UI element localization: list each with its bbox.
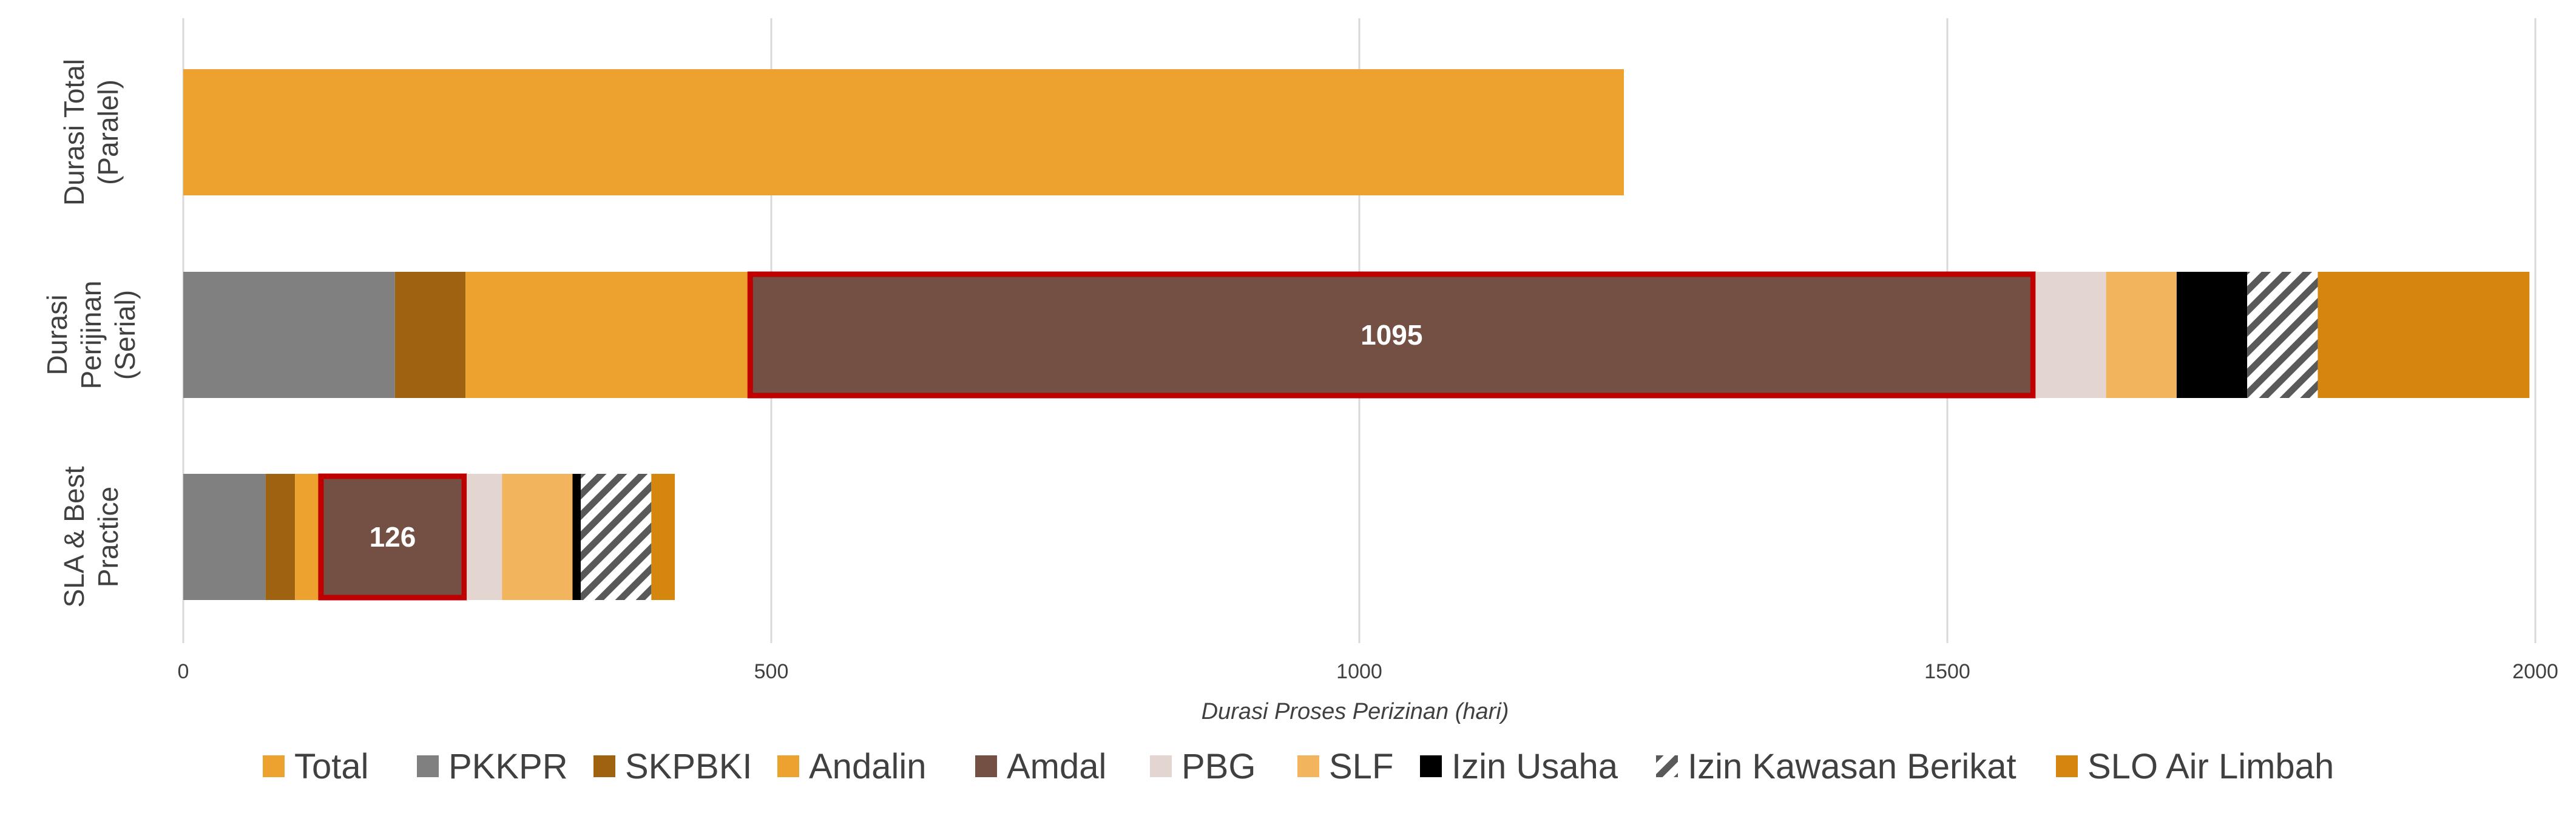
bar-segment bbox=[2176, 272, 2248, 398]
legend-label: Total bbox=[294, 747, 369, 786]
bar-segment bbox=[295, 474, 319, 600]
legend-swatch bbox=[1420, 755, 1442, 777]
bar-segment bbox=[265, 474, 296, 600]
legend-item: PBG bbox=[1150, 747, 1256, 786]
bar-segment bbox=[318, 474, 467, 600]
data-label: 126 bbox=[370, 521, 416, 553]
x-tick-label: 0 bbox=[178, 660, 189, 683]
legend-item: SKPBKI bbox=[593, 747, 752, 786]
bar-segment bbox=[467, 474, 502, 600]
legend-label: SLO Air Limbah bbox=[2088, 747, 2334, 786]
legend-label: Andalin bbox=[809, 747, 926, 786]
legend-item: SLF bbox=[1297, 747, 1393, 786]
bar-segment bbox=[183, 474, 266, 600]
bar-segment bbox=[502, 474, 573, 600]
data-labels: 1095 126 bbox=[370, 319, 1423, 553]
legend-item: SLO Air Limbah bbox=[2056, 747, 2334, 786]
y-category-label: SLA & BestPractice bbox=[58, 466, 124, 607]
x-tick-label: 1500 bbox=[1924, 660, 1970, 683]
y-axis: Durasi Total(Paralel) DurasiPerijinan(Ser… bbox=[41, 59, 141, 607]
legend-swatch bbox=[975, 755, 997, 777]
legend-label: PBG bbox=[1182, 747, 1256, 786]
bar-segment bbox=[465, 272, 748, 398]
legend-item: PKKPR bbox=[417, 747, 568, 786]
legend-item: Total bbox=[263, 747, 369, 786]
bar-segment bbox=[2247, 272, 2318, 398]
legend-item: Amdal bbox=[975, 747, 1106, 786]
legend-swatch bbox=[777, 755, 799, 777]
data-label: 1095 bbox=[1361, 319, 1422, 351]
legend-label: SLF bbox=[1329, 747, 1393, 786]
legend-swatch bbox=[1656, 755, 1678, 777]
x-axis: 0 500 1000 1500 2000 bbox=[178, 660, 2558, 683]
legend-swatch bbox=[263, 755, 285, 777]
legend-item: Izin Usaha bbox=[1420, 747, 1618, 786]
x-tick-label: 500 bbox=[754, 660, 789, 683]
legend-swatch bbox=[417, 755, 439, 777]
bar-segment bbox=[748, 272, 2036, 398]
legend-label: Izin Usaha bbox=[1452, 747, 1618, 786]
legend-item: Andalin bbox=[777, 747, 926, 786]
bar-segment bbox=[183, 69, 1624, 195]
bars bbox=[183, 69, 2530, 601]
legend: Total PKKPR SKPBKI Andalin Amdal PBG SLF Izin U… bbox=[263, 747, 2334, 786]
highlight-border bbox=[318, 473, 467, 601]
legend-item: Izin Kawasan Berikat bbox=[1656, 747, 2017, 786]
legend-label: Amdal bbox=[1007, 747, 1106, 786]
x-tick-label: 2000 bbox=[2512, 660, 2558, 683]
bar-segment bbox=[572, 474, 581, 600]
legend-label: PKKPR bbox=[448, 747, 568, 786]
legend-swatch bbox=[1297, 755, 1319, 777]
highlight-border bbox=[747, 271, 2036, 399]
bar-segment bbox=[2317, 272, 2530, 398]
bar-segment bbox=[183, 272, 395, 398]
legend-swatch bbox=[593, 755, 615, 777]
x-tick-label: 1000 bbox=[1336, 660, 1382, 683]
legend-label: Izin Kawasan Berikat bbox=[1688, 747, 2017, 786]
y-category-label: DurasiPerijinan(Serial) bbox=[41, 281, 141, 390]
bar-segment bbox=[581, 474, 652, 600]
legend-swatch bbox=[1150, 755, 1172, 777]
bar-segment bbox=[2106, 272, 2177, 398]
bar-segment bbox=[394, 272, 466, 398]
bar-segment bbox=[2035, 272, 2106, 398]
bar-segment bbox=[651, 474, 675, 600]
legend-swatch bbox=[2056, 755, 2078, 777]
legend-label: SKPBKI bbox=[625, 747, 752, 786]
y-category-label: Durasi Total(Paralel) bbox=[58, 59, 124, 206]
x-axis-title: Durasi Proses Perizinan (hari) bbox=[1202, 699, 1509, 724]
